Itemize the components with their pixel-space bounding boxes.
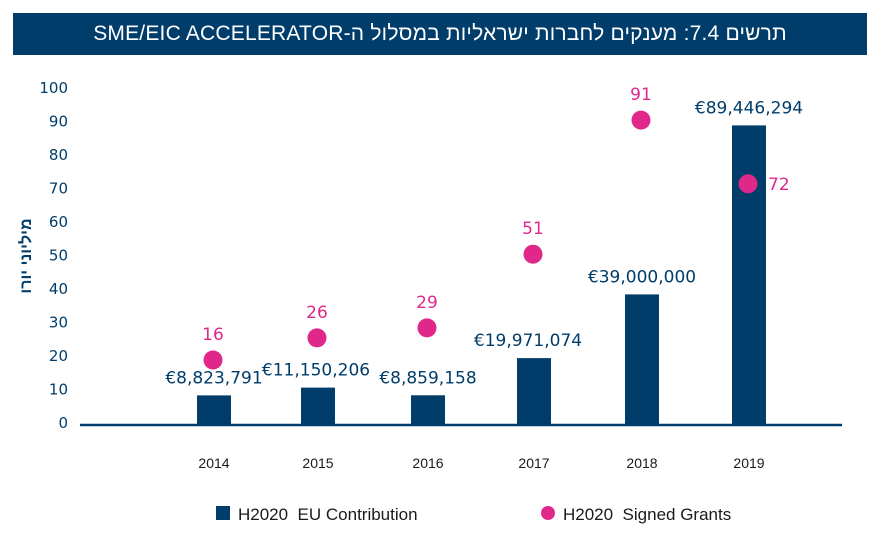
grant-dot [417,318,437,338]
bar [301,387,335,425]
bar-series: €8,823,791 €11,150,206 €8,859,158 €19,971,0… [165,98,803,426]
y-tick-label: 60 [49,213,68,231]
legend-bar-swatch [216,506,230,520]
x-tick-label: 2014 [198,455,229,471]
legend: H2020 EU Contribution H2020 Signed Grant… [216,505,731,524]
y-tick-label: 20 [49,347,68,365]
legend-dot-swatch [541,506,555,520]
x-tick-label: 2016 [412,455,443,471]
bar [517,358,551,425]
y-tick-label: 80 [49,146,68,164]
grant-dot [631,110,651,130]
grant-value-label: 72 [768,175,790,195]
legend-dot-label: H2020 Signed Grants [563,505,731,524]
grant-value-label: 51 [522,219,544,239]
chart-title: תרשים 7.4: מענקים לחברות ישראליות במסלול… [93,22,787,45]
grant-value-label: 26 [306,303,328,323]
y-tick-label: 100 [39,79,68,97]
legend-bar-label: H2020 EU Contribution [238,505,418,524]
bar-value-label: €8,859,158 [379,368,476,388]
grant-dot [203,350,223,370]
bar-value-label: €19,971,074 [474,331,582,351]
grant-value-label: 91 [630,85,652,105]
bar-value-label: €11,150,206 [262,361,370,381]
x-tick-label: 2019 [733,455,764,471]
bar-value-label: €8,823,791 [165,368,262,388]
title-bar: תרשים 7.4: מענקים לחברות ישראליות במסלול… [13,13,867,55]
bar [732,125,766,426]
y-tick-label: 40 [49,280,68,298]
y-axis-label: מיליוני יורו [17,218,35,293]
grant-value-label: 29 [416,293,438,313]
y-tick-label: 90 [49,113,68,131]
dot-series: 16 26 29 51 91 72 [202,85,790,370]
x-tick-label: 2015 [302,455,333,471]
y-tick-label: 10 [49,381,68,399]
x-axis-ticks: 2014 2015 2016 2017 2018 2019 [198,455,764,471]
x-tick-label: 2017 [518,455,549,471]
bar-value-label: €89,446,294 [695,98,803,118]
grant-dot [307,328,327,348]
grant-dot [738,174,758,194]
x-tick-label: 2018 [626,455,657,471]
grant-value-label: 16 [202,325,224,345]
grant-dot [523,244,543,264]
y-axis-ticks: 0 10 20 30 40 50 60 70 80 90 100 [39,79,68,432]
y-tick-label: 30 [49,314,68,332]
y-tick-label: 50 [49,247,68,265]
bar [197,395,231,425]
bar-value-label: €39,000,000 [588,267,696,287]
bar [625,294,659,425]
bar [411,395,445,425]
y-tick-label: 70 [49,180,68,198]
y-tick-label: 0 [58,414,68,432]
